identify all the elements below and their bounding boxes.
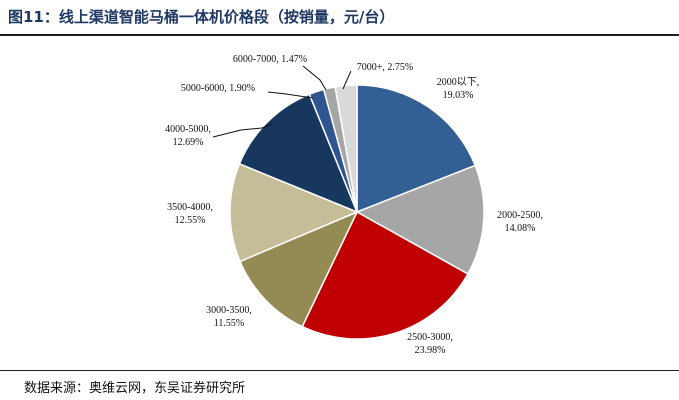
- leader-line-6000-7000: [302, 65, 327, 91]
- slice-label-2500-3000: 2500-3000, 23.98%: [407, 332, 453, 356]
- slice-label-2000以下: 2000以下, 19.03%: [437, 77, 480, 101]
- leader-line-7000+: [342, 70, 352, 90]
- pie-slice-2500-3000: [301, 210, 469, 340]
- title-rule: [0, 34, 679, 36]
- pie-slice-3000-3500: [239, 210, 359, 328]
- pie-slice-3500-4000: [229, 162, 359, 263]
- slice-label-6000-7000: 6000-7000, 1.47%: [233, 54, 307, 65]
- pie-slice-7000+: [334, 84, 358, 213]
- source-note: 数据来源：奥维云网，东吴证券研究所: [24, 381, 246, 396]
- slice-label-3500-4000: 3500-4000, 12.55%: [167, 202, 213, 226]
- slice-label-7000+: 7000+, 2.75%: [357, 62, 413, 73]
- slice-label-3000-3500: 3000-3500, 11.55%: [206, 305, 252, 329]
- slice-label-5000-6000: 5000-6000, 1.90%: [181, 83, 255, 94]
- figure-title: 图11：线上渠道智能马桶一体机价格段（按销量，元/台）: [8, 8, 395, 26]
- pie-slice-4000-5000: [238, 93, 359, 214]
- leader-line-4000-5000: [212, 123, 273, 138]
- source-rule: [0, 370, 679, 371]
- slice-label-4000-5000: 4000-5000, 12.69%: [165, 124, 211, 148]
- leader-line-5000-6000: [267, 91, 314, 99]
- pie-slice-2000-2500: [355, 164, 485, 275]
- slice-label-2000-2500: 2000-2500, 14.08%: [497, 210, 543, 234]
- pie-slice-2000以下: [356, 84, 477, 214]
